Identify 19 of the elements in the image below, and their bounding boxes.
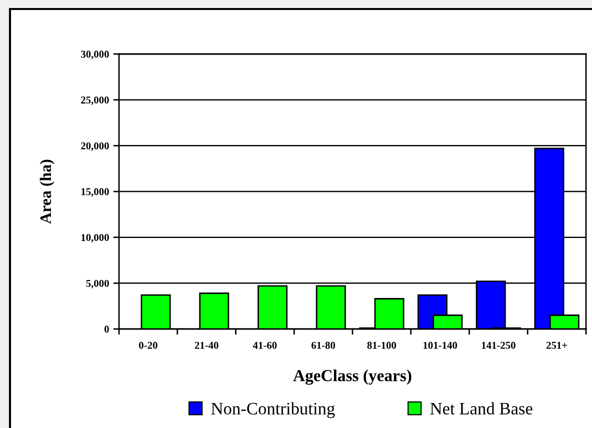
x-tick-label: 21-40 — [194, 342, 218, 349]
y-tick-label: 5,000 — [86, 280, 109, 288]
y-tick-label: 0 — [104, 326, 109, 333]
y-tick-label: 20,000 — [81, 142, 109, 151]
x-tick-label: 101-140 — [424, 342, 458, 349]
y-tick-label: 10,000 — [81, 234, 109, 243]
y-tick-label: 30,000 — [81, 50, 109, 60]
y-tick-label: 15,000 — [81, 188, 109, 197]
legend-label: Net Land Base — [430, 402, 532, 415]
x-tick-label: 141-250 — [482, 342, 516, 349]
x-tick-label: 0-20 — [139, 342, 158, 349]
x-tick-label: 61-80 — [312, 342, 336, 349]
y-axis-title: Area (ha) — [40, 160, 54, 224]
x-tick-label: 41-60 — [252, 342, 277, 349]
legend-label: Non-Contributing — [211, 402, 335, 418]
x-axis-title: AgeClass (years) — [293, 370, 412, 385]
x-tick-label: 251+ — [546, 342, 568, 349]
y-tick-label: 25,000 — [81, 96, 109, 106]
x-tick-label: 81-100 — [367, 342, 396, 349]
